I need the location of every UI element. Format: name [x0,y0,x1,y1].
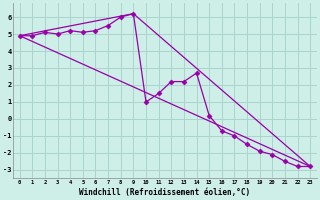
X-axis label: Windchill (Refroidissement éolien,°C): Windchill (Refroidissement éolien,°C) [79,188,251,197]
